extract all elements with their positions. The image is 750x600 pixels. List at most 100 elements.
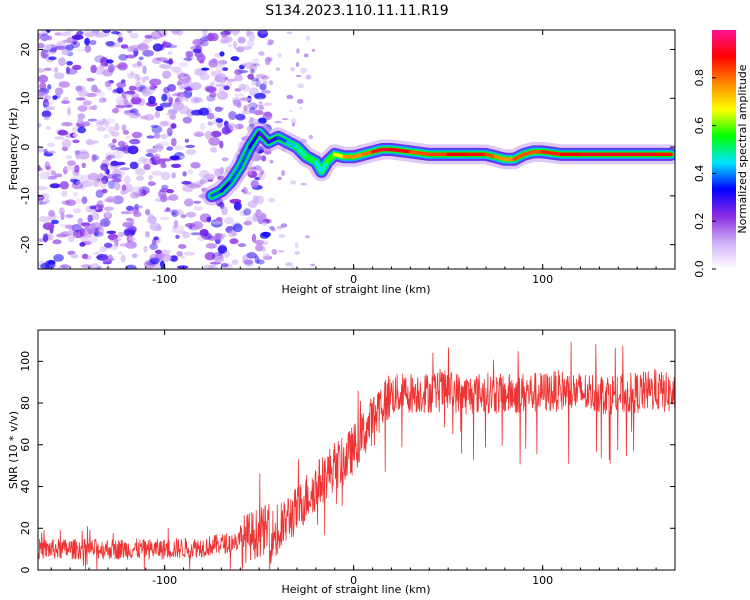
noise-blob: [173, 219, 179, 229]
noise-blob: [159, 216, 170, 220]
noise-blob: [193, 97, 203, 103]
noise-blob: [82, 121, 91, 127]
noise-blob: [146, 135, 155, 139]
noise-blob: [308, 134, 314, 140]
noise-blob: [125, 225, 137, 231]
noise-blob: [170, 163, 182, 168]
noise-blob: [104, 152, 114, 161]
noise-blob: [234, 69, 243, 76]
noise-blob: [173, 145, 184, 151]
noise-blob: [179, 155, 185, 159]
noise-blob: [252, 195, 259, 204]
noise-blob: [123, 175, 131, 185]
noise-blob: [66, 61, 73, 66]
noise-blob: [134, 73, 141, 82]
y-tick-label: 100: [19, 351, 32, 372]
noise-blob: [130, 96, 142, 105]
noise-blob: [254, 92, 266, 100]
colorbar-tick-label: 0.8: [693, 69, 706, 87]
noise-blob: [124, 112, 135, 116]
y-tick-label: -10: [19, 187, 32, 205]
colorbar-gradient: [712, 30, 736, 269]
noise-blob: [202, 30, 208, 36]
noise-blob: [233, 201, 242, 211]
noise-blob: [262, 220, 268, 227]
x-tick-label: 100: [532, 273, 553, 286]
noise-blob: [122, 221, 133, 228]
noise-blob: [219, 140, 224, 149]
noise-blob: [248, 33, 256, 42]
noise-blob: [95, 91, 106, 97]
noise-blob: [111, 30, 120, 35]
noise-blob: [170, 138, 177, 147]
noise-blob: [120, 79, 126, 84]
noise-blob: [153, 153, 161, 161]
noise-blob: [51, 170, 57, 176]
noise-blob: [268, 80, 274, 86]
noise-blob: [159, 102, 172, 108]
noise-blob: [268, 197, 276, 203]
noise-blob: [129, 44, 142, 52]
noise-blob: [108, 142, 116, 148]
noise-blob: [149, 78, 162, 86]
noise-blob: [185, 211, 197, 218]
noise-blob: [194, 44, 203, 54]
noise-blob: [91, 39, 96, 46]
snr-marks: [38, 341, 675, 570]
noise-blob: [210, 70, 216, 77]
noise-blob: [260, 242, 268, 245]
snr-x-label: Height of straight line (km): [281, 583, 430, 596]
noise-blob: [166, 146, 174, 151]
noise-blob: [231, 259, 239, 265]
noise-blob: [200, 39, 209, 47]
noise-blob: [61, 139, 72, 148]
noise-blob: [254, 177, 261, 181]
noise-blob: [118, 251, 123, 255]
noise-blob: [215, 83, 226, 87]
noise-blob: [100, 218, 111, 228]
signal-trace-segment: [276, 135, 290, 144]
noise-blob: [63, 165, 75, 171]
noise-blob: [208, 59, 219, 68]
noise-blob: [72, 179, 81, 186]
noise-blob: [234, 88, 242, 92]
noise-blob: [250, 180, 259, 188]
noise-blob: [127, 145, 139, 155]
noise-blob: [129, 161, 139, 170]
noise-blob: [135, 81, 142, 89]
noise-blob: [123, 93, 132, 98]
noise-blob: [219, 166, 224, 175]
noise-blob: [155, 249, 162, 254]
noise-blob: [60, 264, 70, 269]
noise-blob: [204, 130, 213, 140]
noise-blob: [84, 44, 92, 53]
noise-blob: [162, 70, 172, 79]
noise-blob: [277, 53, 283, 58]
noise-blob: [144, 34, 153, 39]
noise-blob: [178, 244, 187, 249]
noise-blob: [218, 60, 228, 65]
noise-blob: [305, 235, 310, 239]
noise-blob: [121, 124, 127, 132]
noise-blob: [102, 261, 112, 265]
noise-blob: [154, 110, 161, 119]
noise-blob: [290, 67, 295, 72]
noise-blob: [260, 212, 267, 221]
signal-trace-segment: [304, 155, 318, 164]
noise-blob: [170, 123, 177, 129]
noise-blob: [172, 101, 184, 111]
noise-blob: [141, 88, 150, 97]
noise-blob: [61, 190, 68, 198]
noise-blob: [74, 164, 80, 173]
noise-blob: [60, 100, 71, 105]
snr-axes: -100 0 100 0 20 40 60 80 100: [19, 330, 676, 587]
noise-blob: [71, 34, 84, 40]
noise-blob: [275, 67, 281, 71]
noise-blob: [88, 106, 96, 110]
noise-blob: [151, 239, 157, 246]
noise-blob: [227, 230, 238, 238]
noise-blob: [183, 57, 193, 61]
noise-blob: [256, 104, 264, 107]
noise-blob: [111, 150, 124, 160]
noise-blob: [178, 62, 189, 67]
